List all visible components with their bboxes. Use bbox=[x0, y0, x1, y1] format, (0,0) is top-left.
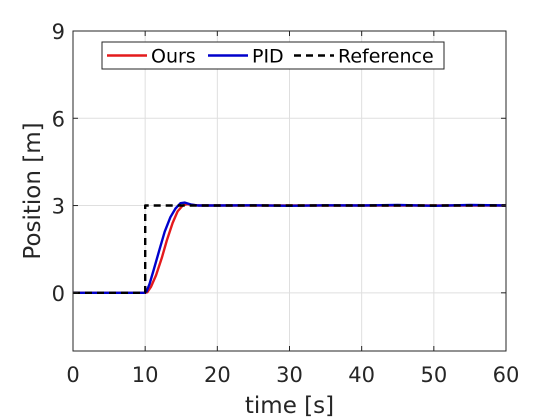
x-tick-label: 20 bbox=[204, 363, 231, 387]
x-tick-label: 30 bbox=[276, 363, 303, 387]
legend-label-reference: Reference bbox=[338, 46, 434, 68]
x-tick-label: 60 bbox=[493, 363, 520, 387]
y-tick-label: 3 bbox=[52, 195, 65, 219]
series-line-pid bbox=[73, 201, 507, 294]
y-tick-label: 0 bbox=[52, 282, 65, 306]
x-tick-label: 0 bbox=[66, 363, 79, 387]
x-tick-label: 50 bbox=[420, 363, 447, 387]
x-tick-label: 40 bbox=[348, 363, 375, 387]
legend-label-ours: Ours bbox=[151, 46, 196, 68]
ticks: 0 10 20 30 40 50 60 0 3 6 9 bbox=[52, 20, 520, 387]
x-axis-title: time [s] bbox=[245, 393, 334, 419]
y-axis-title: Position [m] bbox=[20, 122, 46, 259]
grid bbox=[72, 30, 507, 351]
y-tick-label: 6 bbox=[52, 107, 65, 131]
legend-label-pid: PID bbox=[252, 46, 284, 68]
series-line-reference bbox=[73, 204, 506, 294]
legend: Ours PID Reference bbox=[101, 41, 445, 70]
series-lines bbox=[73, 201, 507, 294]
x-tick-label: 10 bbox=[132, 363, 159, 387]
legend-box bbox=[101, 41, 445, 70]
y-tick-label: 9 bbox=[52, 20, 65, 44]
